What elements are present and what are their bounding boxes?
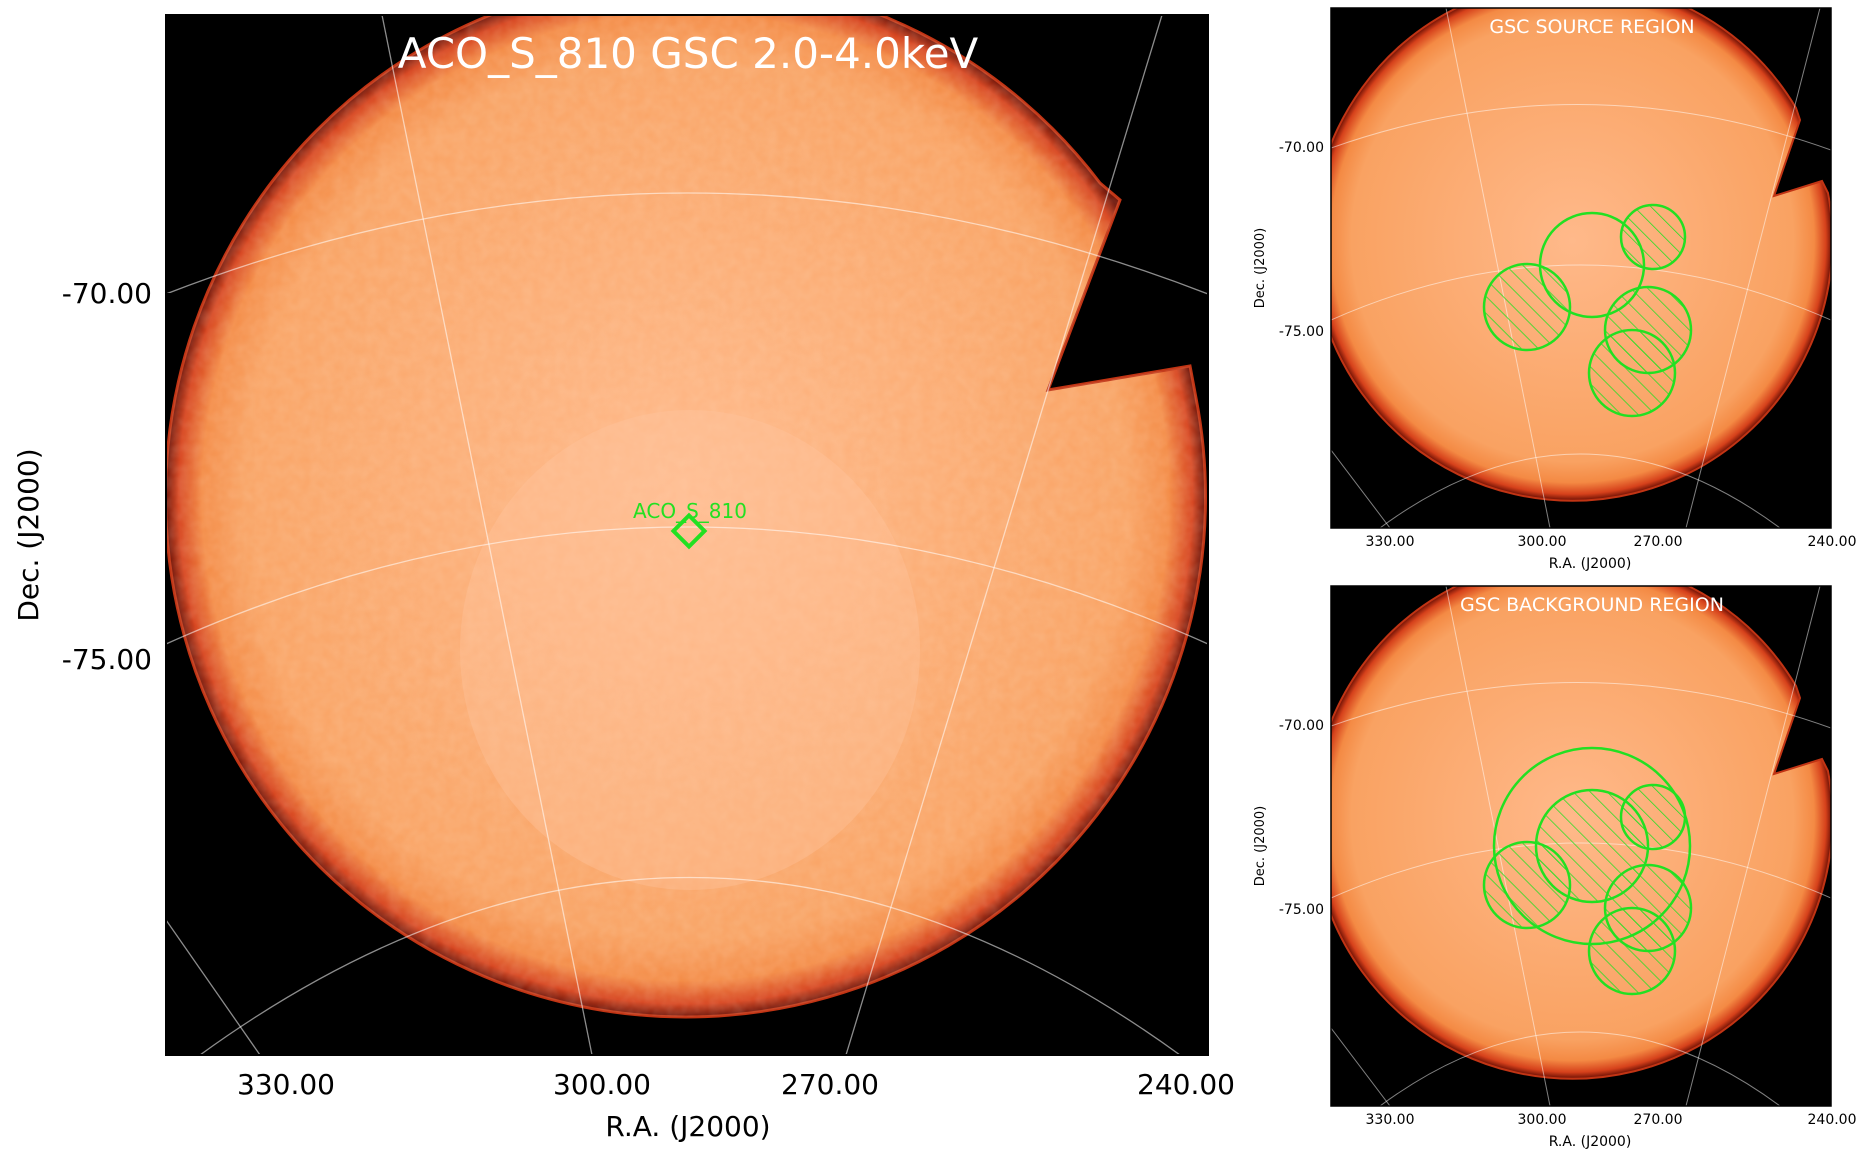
main-xtick-2: 300.00: [553, 1068, 651, 1101]
source-circle-top-right: [1619, 203, 1687, 271]
main-coordinate-grid: [166, 15, 1208, 1055]
background-ylabel: Dec. (J2000): [1253, 806, 1268, 886]
main-ylabel: Dec. (J2000): [12, 448, 45, 621]
main-xlabel: R.A. (J2000): [605, 1110, 770, 1143]
cluster-marker-diamond: [670, 512, 708, 550]
background-ytick-1: -70.00: [1279, 718, 1324, 734]
main-ytick-1: -70.00: [62, 277, 152, 310]
source-xtick-4: 240.00: [1808, 534, 1857, 550]
source-circle-bottom: [1587, 328, 1677, 418]
background-circle-left: [1482, 840, 1572, 930]
background-xtick-2: 300.00: [1518, 1112, 1567, 1128]
background-xtick-3: 270.00: [1634, 1112, 1683, 1128]
source-ytick-1: -70.00: [1279, 140, 1324, 156]
main-xtick-4: 240.00: [1137, 1068, 1235, 1101]
background-region-panel: GSC BACKGROUND REGION -70.00 -75.00 330.…: [1253, 585, 1857, 1150]
main-title: ACO_S_810 GSC 2.0-4.0keV: [398, 29, 979, 78]
background-circle-bottom: [1587, 906, 1677, 996]
main-ytick-2: -75.00: [62, 643, 152, 676]
source-ytick-2: -75.00: [1279, 324, 1324, 340]
source-xlabel: R.A. (J2000): [1549, 556, 1632, 572]
background-xtick-1: 330.00: [1366, 1112, 1415, 1128]
source-xtick-2: 300.00: [1518, 534, 1567, 550]
source-field-of-view: [1331, 8, 1831, 502]
background-circle-top-right: [1619, 783, 1687, 851]
background-xtick-4: 240.00: [1808, 1112, 1857, 1128]
background-regions: [1482, 746, 1693, 996]
source-panel-title: GSC SOURCE REGION: [1489, 16, 1694, 38]
source-xtick-1: 330.00: [1366, 534, 1415, 550]
background-panel-title: GSC BACKGROUND REGION: [1460, 594, 1724, 616]
source-ylabel: Dec. (J2000): [1253, 228, 1268, 308]
source-regions: [1482, 203, 1693, 418]
source-region-panel: GSC SOURCE REGION -70.00 -75.00 330.00 3…: [1253, 7, 1857, 572]
main-xtick-3: 270.00: [781, 1068, 879, 1101]
source-circle-left: [1482, 262, 1572, 352]
main-xtick-1: 330.00: [237, 1068, 335, 1101]
cluster-marker-label: ACO_S_810: [633, 499, 747, 523]
source-xtick-3: 270.00: [1634, 534, 1683, 550]
background-xlabel: R.A. (J2000): [1549, 1134, 1632, 1150]
background-ytick-2: -75.00: [1279, 902, 1324, 918]
main-panel: ACO_S_810 ACO_S_810 GSC 2.0-4.0keV -70.0…: [12, 14, 1235, 1143]
